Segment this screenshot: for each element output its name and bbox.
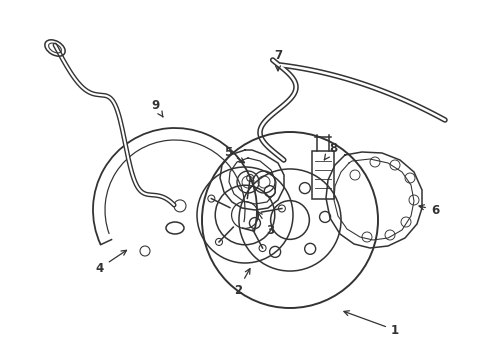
Text: 2: 2 xyxy=(233,269,249,297)
Text: 3: 3 xyxy=(257,211,273,237)
Text: 9: 9 xyxy=(151,99,163,117)
Bar xyxy=(311,151,333,199)
Text: 1: 1 xyxy=(343,311,398,337)
Text: 4: 4 xyxy=(96,250,126,275)
Text: 6: 6 xyxy=(418,203,438,216)
Text: 5: 5 xyxy=(224,145,244,163)
Text: 8: 8 xyxy=(324,141,336,160)
Text: 7: 7 xyxy=(273,49,282,71)
